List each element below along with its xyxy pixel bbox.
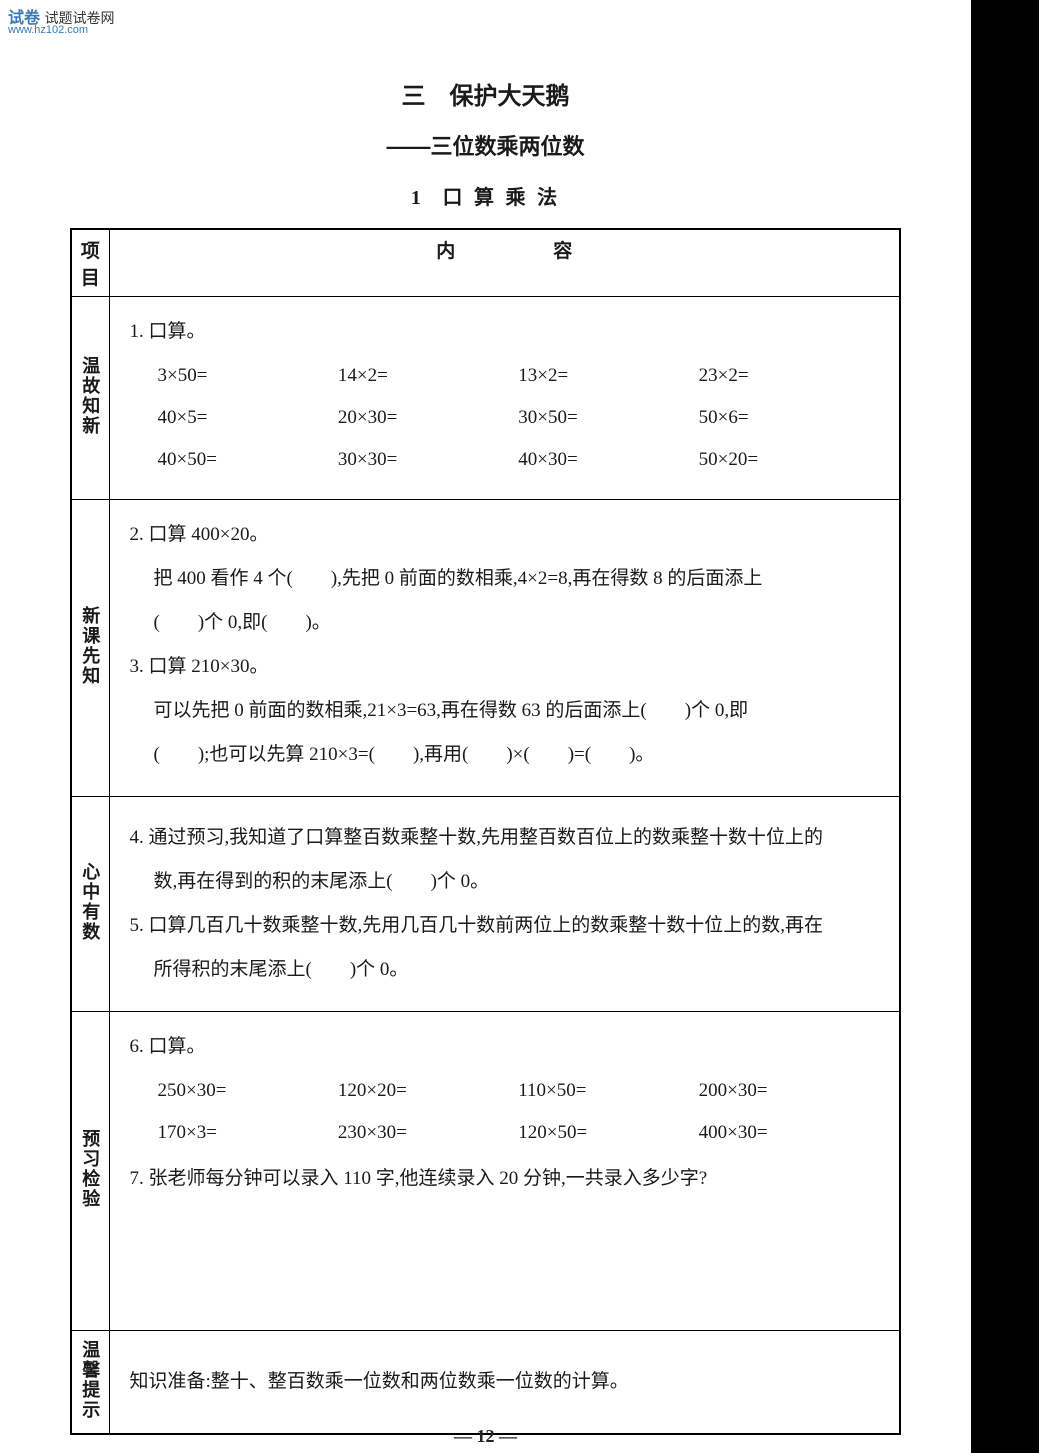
section-content-4: 6. 口算。 250×30= 120×20= 110×50= 200×30= 1… [109,1012,900,1331]
header-right: 内 容 [109,229,900,297]
calc-item: 30×30= [338,441,518,479]
q3-line-a: 可以先把 0 前面的数相乘,21×3=63,再在得数 63 的后面添上( )个 … [130,692,880,730]
q5-line-b: 所得积的末尾添上( )个 0。 [130,951,880,989]
calc-item: 200×30= [699,1072,879,1110]
q5-line-a: 5. 口算几百几十数乘整十数,先用几百几十数前两位上的数乘整十数十位上的数,再在 [130,907,880,945]
calc-item: 40×5= [158,399,338,437]
section-row-4: 预习检验 6. 口算。 250×30= 120×20= 110×50= 200×… [71,1012,900,1331]
calc-item: 120×20= [338,1072,518,1110]
calc-item: 230×30= [338,1114,518,1152]
section-row-3: 心中有数 4. 通过预习,我知道了口算整百数乘整十数,先用整百数百位上的数乘整十… [71,797,900,1012]
side-text-1: 温故知新 [77,356,103,436]
section-title: 1 口 算 乘 法 [0,181,971,210]
side-text-3: 心中有数 [77,862,103,942]
q7-label: 7. 张老师每分钟可以录入 110 字,他连续录入 20 分钟,一共录入多少字? [130,1160,880,1198]
calc-item: 14×2= [338,357,518,395]
watermark: 试卷 试题试卷网 www.hz102.com [2,2,120,38]
section-name: 口 算 乘 法 [442,187,560,209]
content-table: 项目 内 容 温故知新 1. 口算。 3×50= 14×2= 13×2= 23×… [70,228,901,1435]
q3-line-b: ( );也可以先算 210×3=( ),再用( )×( )=( )。 [130,736,880,774]
q2-line-a: 把 400 看作 4 个( ),先把 0 前面的数相乘,4×2=8,再在得数 8… [130,560,880,598]
section-number: 1 [411,187,424,209]
page-area: 三 保护大天鹅 ——三位数乘两位数 1 口 算 乘 法 项目 内 容 温故知新 … [0,0,971,1453]
section-content-5: 知识准备:整十、整百数乘一位数和两位数乘一位数的计算。 [109,1331,900,1435]
blank-box [60,30,220,120]
calc-item: 40×50= [158,441,338,479]
q7-workspace [130,1204,880,1314]
calc-row: 250×30= 120×20= 110×50= 200×30= [130,1072,880,1110]
q2-label: 2. 口算 400×20。 [130,516,880,554]
section-content-1: 1. 口算。 3×50= 14×2= 13×2= 23×2= 40×5= 20×… [109,297,900,500]
calc-item: 50×6= [699,399,879,437]
side-label-2: 新课先知 [71,500,109,797]
side-label-4: 预习检验 [71,1012,109,1331]
table-header-row: 项目 内 容 [71,229,900,297]
q4-line-b: 数,再在得到的积的末尾添上( )个 0。 [130,863,880,901]
header-left: 项目 [71,229,109,297]
calc-row: 170×3= 230×30= 120×50= 400×30= [130,1114,880,1152]
calc-item: 23×2= [699,357,879,395]
calc-item: 170×3= [158,1114,338,1152]
calc-item: 400×30= [699,1114,879,1152]
calc-item: 250×30= [158,1072,338,1110]
section-row-2: 新课先知 2. 口算 400×20。 把 400 看作 4 个( ),先把 0 … [71,500,900,797]
side-label-5: 温馨提示 [71,1331,109,1435]
calc-item: 110×50= [518,1072,698,1110]
calc-item: 50×20= [699,441,879,479]
calc-item: 120×50= [518,1114,698,1152]
calc-item: 30×50= [518,399,698,437]
side-text-2: 新课先知 [77,606,103,686]
calc-row: 3×50= 14×2= 13×2= 23×2= [130,357,880,395]
subtitle: ——三位数乘两位数 [0,129,971,161]
calc-item: 40×30= [518,441,698,479]
q1-label: 1. 口算。 [130,313,880,351]
side-label-3: 心中有数 [71,797,109,1012]
q4-line-a: 4. 通过预习,我知道了口算整百数乘整十数,先用整百数百位上的数乘整十数十位上的 [130,819,880,857]
calc-item: 3×50= [158,357,338,395]
section-row-5: 温馨提示 知识准备:整十、整百数乘一位数和两位数乘一位数的计算。 [71,1331,900,1435]
q3-label: 3. 口算 210×30。 [130,648,880,686]
calc-item: 13×2= [518,357,698,395]
calc-row: 40×5= 20×30= 30×50= 50×6= [130,399,880,437]
side-text-5: 温馨提示 [77,1340,103,1420]
q2-line-b: ( )个 0,即( )。 [130,604,880,642]
page-number: — 12 — [0,1426,971,1447]
section-row-1: 温故知新 1. 口算。 3×50= 14×2= 13×2= 23×2= 40×5… [71,297,900,500]
q6-label: 6. 口算。 [130,1028,880,1066]
side-label-1: 温故知新 [71,297,109,500]
side-text-4: 预习检验 [77,1129,103,1209]
tip-text: 知识准备:整十、整百数乘一位数和两位数乘一位数的计算。 [130,1363,880,1401]
calc-item: 20×30= [338,399,518,437]
calc-row: 40×50= 30×30= 40×30= 50×20= [130,441,880,479]
section-content-3: 4. 通过预习,我知道了口算整百数乘整十数,先用整百数百位上的数乘整十数十位上的… [109,797,900,1012]
section-content-2: 2. 口算 400×20。 把 400 看作 4 个( ),先把 0 前面的数相… [109,500,900,797]
